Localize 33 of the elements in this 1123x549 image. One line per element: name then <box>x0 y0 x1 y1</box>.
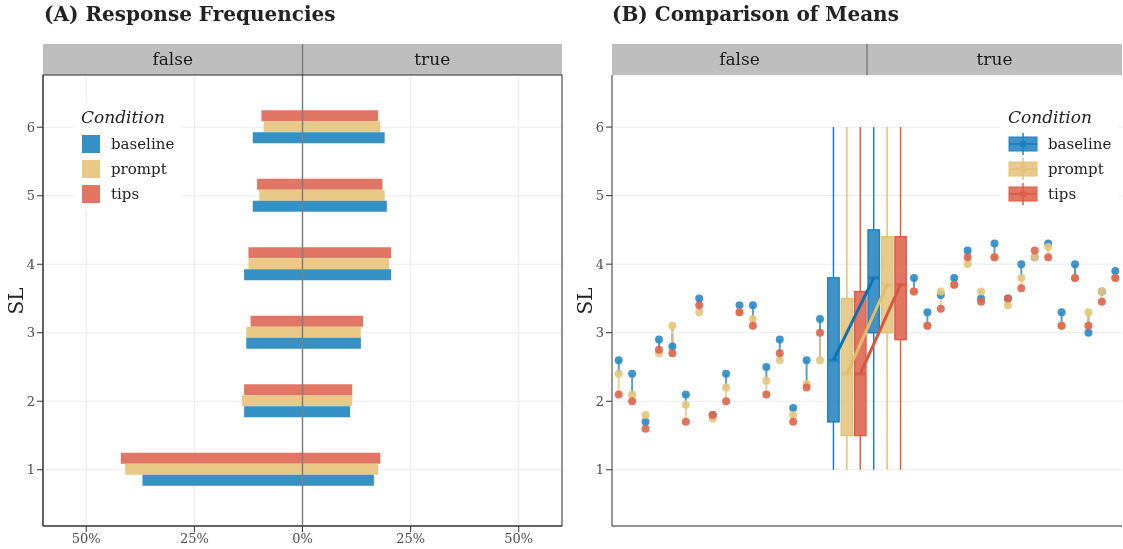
text: false <box>152 49 194 69</box>
y-tick-label: 2 <box>595 393 604 409</box>
x-tick-label: 50% <box>504 531 534 547</box>
y-tick-label: 4 <box>26 256 35 272</box>
y-tick-label: 5 <box>26 188 35 204</box>
y-tick-label: 6 <box>595 119 604 135</box>
y-tick-label: 4 <box>595 256 604 272</box>
y-axis-title: SL <box>4 287 28 314</box>
legend-label: baseline <box>1048 134 1112 153</box>
legend-label: tips <box>111 184 140 203</box>
chart-title: (B) Comparison of Means <box>612 2 899 26</box>
text: true <box>976 49 1013 69</box>
y-tick-label: 3 <box>595 325 604 341</box>
legend-title: Condition <box>1008 107 1093 127</box>
y-tick-label: 2 <box>26 393 35 409</box>
x-tick-label: 0% <box>292 531 313 547</box>
x-tick-label: 50% <box>71 531 101 547</box>
y-tick-label: 3 <box>26 325 35 341</box>
x-tick-label: 25% <box>179 531 209 547</box>
y-tick-label: 1 <box>26 462 35 478</box>
chart-title: (A) Response Frequencies <box>44 2 336 26</box>
legend-label: tips <box>1048 184 1077 203</box>
text: true <box>414 49 451 69</box>
legend-label: prompt <box>1048 159 1104 178</box>
legend-title: Condition <box>81 107 166 127</box>
legend-label: prompt <box>111 159 167 178</box>
legend-label: baseline <box>111 134 175 153</box>
y-tick-label: 6 <box>26 119 35 135</box>
y-tick-label: 5 <box>595 188 604 204</box>
x-tick-label: 25% <box>396 531 426 547</box>
y-axis-title: SL <box>573 287 597 314</box>
y-tick-label: 1 <box>595 462 604 478</box>
text: false <box>719 49 760 69</box>
